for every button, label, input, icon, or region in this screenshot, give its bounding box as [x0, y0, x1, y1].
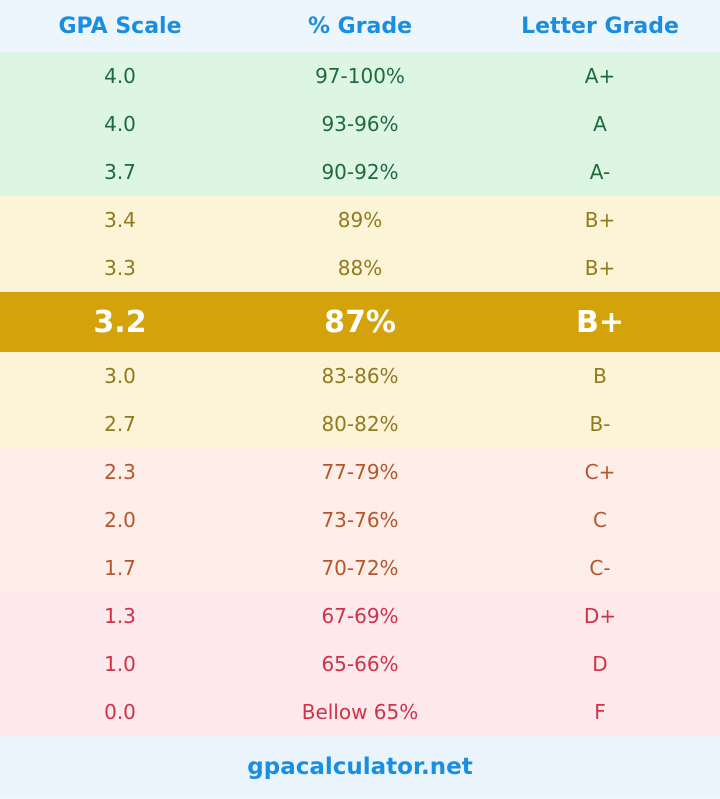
letter-cell: B+ — [584, 208, 616, 232]
gpa-cell: 1.0 — [104, 652, 136, 676]
letter-cell: D+ — [583, 604, 617, 628]
percent-cell: 90-92% — [321, 160, 399, 184]
gpa-cell: 3.7 — [104, 160, 136, 184]
gpa-cell: 1.7 — [104, 556, 136, 580]
header-percent-grade: % Grade — [307, 13, 413, 39]
highlighted-row: 3.2 87% B+ — [0, 292, 720, 352]
percent-cell: 80-82% — [321, 412, 399, 436]
percent-cell: 65-66% — [321, 652, 399, 676]
percent-cell: Bellow 65% — [301, 700, 419, 724]
table-row: 1.7 70-72% C- — [0, 544, 720, 592]
gpa-cell: 3.2 — [93, 304, 147, 340]
gpa-cell: 4.0 — [104, 112, 136, 136]
gpa-cell: 4.0 — [104, 64, 136, 88]
letter-cell: B+ — [584, 256, 616, 280]
table-row: 4.0 97-100% A+ — [0, 52, 720, 100]
percent-cell: 93-96% — [321, 112, 399, 136]
percent-cell: 73-76% — [321, 508, 399, 532]
table-header: GPA Scale % Grade Letter Grade — [0, 0, 720, 52]
letter-cell: F — [594, 700, 606, 724]
gpa-cell: 2.0 — [104, 508, 136, 532]
percent-cell: 77-79% — [321, 460, 399, 484]
table-row: 3.3 88% B+ — [0, 244, 720, 292]
letter-cell: C- — [589, 556, 611, 580]
gpa-cell: 1.3 — [104, 604, 136, 628]
letter-cell: A+ — [584, 64, 616, 88]
letter-cell: B — [593, 364, 607, 388]
footer: gpacalculator.net — [0, 736, 720, 797]
gpa-cell: 2.3 — [104, 460, 136, 484]
table-row: 2.7 80-82% B- — [0, 400, 720, 448]
percent-cell: 87% — [324, 304, 396, 340]
letter-cell: B+ — [575, 304, 624, 340]
letter-cell: B- — [589, 412, 611, 436]
table-row: 2.0 73-76% C — [0, 496, 720, 544]
site-name: gpacalculator.net — [247, 753, 473, 780]
percent-cell: 88% — [337, 256, 383, 280]
letter-cell: A — [593, 112, 607, 136]
letter-cell: C — [593, 508, 607, 532]
gpa-cell: 3.0 — [104, 364, 136, 388]
header-letter-grade: Letter Grade — [521, 13, 679, 39]
table-row: 4.0 93-96% A — [0, 100, 720, 148]
percent-cell: 89% — [337, 208, 383, 232]
percent-cell: 83-86% — [321, 364, 399, 388]
table-row: 1.3 67-69% D+ — [0, 592, 720, 640]
percent-cell: 67-69% — [321, 604, 399, 628]
gpa-cell: 0.0 — [104, 700, 136, 724]
percent-cell: 97-100% — [315, 64, 405, 88]
table-row: 1.0 65-66% D — [0, 640, 720, 688]
table-row: 0.0 Bellow 65% F — [0, 688, 720, 736]
table-row: 3.0 83-86% B — [0, 352, 720, 400]
percent-cell: 70-72% — [321, 556, 399, 580]
gpa-cell: 3.4 — [104, 208, 136, 232]
gpa-cell: 3.3 — [104, 256, 136, 280]
letter-cell: D — [592, 652, 608, 676]
table-row: 3.7 90-92% A- — [0, 148, 720, 196]
table-row: 3.4 89% B+ — [0, 196, 720, 244]
header-gpa-scale: GPA Scale — [58, 13, 182, 39]
letter-cell: A- — [589, 160, 611, 184]
table-row: 2.3 77-79% C+ — [0, 448, 720, 496]
gpa-cell: 2.7 — [104, 412, 136, 436]
letter-cell: C+ — [584, 460, 616, 484]
